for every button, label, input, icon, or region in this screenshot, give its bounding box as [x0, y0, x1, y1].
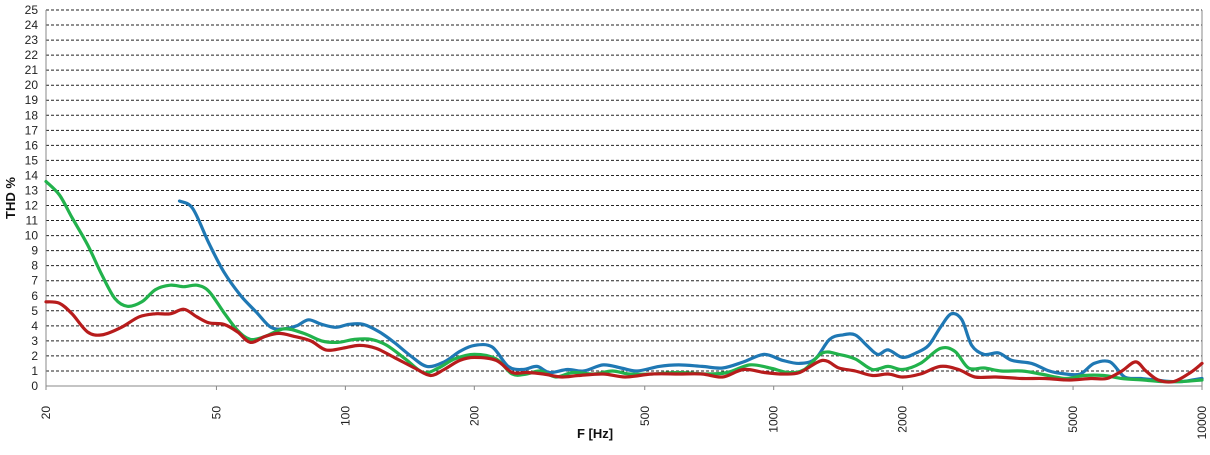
y-tick-label: 7 — [31, 274, 38, 288]
x-tick-label: 200 — [467, 406, 481, 426]
x-tick-label: 5000 — [1066, 406, 1080, 433]
y-tick-label: 16 — [25, 138, 39, 152]
y-tick-label: 14 — [25, 168, 39, 182]
y-tick-label: 23 — [25, 33, 39, 47]
series-lines — [44, 179, 1204, 384]
x-tick-label: 20 — [39, 406, 53, 420]
y-tick-label: 5 — [31, 304, 38, 318]
series-line-2 — [44, 179, 1204, 384]
axes — [45, 10, 1203, 390]
y-tick-label: 4 — [31, 319, 38, 333]
y-tick-label: 21 — [25, 63, 39, 77]
x-tick-label: 1000 — [767, 406, 781, 433]
y-tick-label: 24 — [25, 18, 39, 32]
y-tick-label: 18 — [25, 108, 39, 122]
x-axis-title: F [Hz] — [577, 426, 613, 441]
y-tick-label: 1 — [31, 364, 38, 378]
y-tick-label: 25 — [25, 3, 39, 17]
x-tick-labels: 20 50 100 200 500 1000 2000 5000 10000 — [39, 406, 1209, 440]
y-tick-label: 17 — [25, 123, 39, 137]
y-tick-label: 13 — [25, 183, 39, 197]
y-tick-label: 2 — [31, 349, 38, 363]
y-tick-label: 15 — [25, 153, 39, 167]
x-tick-label: 100 — [338, 406, 352, 426]
x-tick-label: 50 — [209, 406, 223, 420]
x-tick-label: 10000 — [1195, 406, 1209, 440]
series-line-1 — [177, 199, 1204, 384]
y-tick-label: 22 — [25, 48, 39, 62]
grid-lines — [46, 9, 1202, 372]
y-tick-label: 12 — [25, 199, 39, 213]
x-tick-label: 500 — [638, 406, 652, 426]
y-tick-label: 11 — [26, 214, 39, 228]
y-tick-label: 19 — [25, 93, 39, 107]
y-tick-label: 6 — [31, 289, 38, 303]
y-tick-label: 20 — [25, 78, 39, 92]
x-tick-label: 2000 — [896, 406, 910, 433]
y-tick-label: 10 — [25, 229, 39, 243]
y-tick-label: 0 — [31, 379, 38, 393]
y-tick-label: 3 — [31, 334, 38, 348]
y-axis-title: THD % — [3, 177, 18, 219]
y-tick-label: 8 — [31, 259, 38, 273]
y-tick-label: 9 — [31, 244, 38, 258]
y-tick-labels: 0123456789101112131415161718192021222324… — [25, 3, 39, 393]
series-line-3 — [44, 300, 1204, 384]
